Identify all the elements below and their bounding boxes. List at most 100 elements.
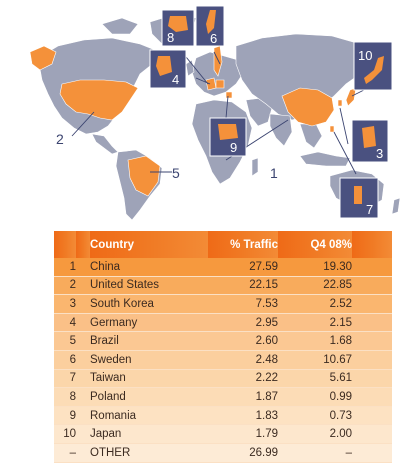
traffic-cell: 7.53 <box>208 294 278 314</box>
highlight-united-states <box>59 79 139 121</box>
highlight-romania <box>225 91 233 99</box>
table-row: 2 United States 22.15 22.85 <box>54 276 392 296</box>
gap-cell <box>76 406 90 426</box>
rank-cell: 7 <box>54 369 76 389</box>
end-cell <box>352 406 392 426</box>
header-traffic: % Traffic <box>208 231 278 258</box>
traffic-cell: 22.15 <box>208 276 278 296</box>
table-row: 8 Poland 1.87 0.99 <box>54 387 392 407</box>
country-cell: Sweden <box>90 350 208 370</box>
q4-cell: 10.67 <box>278 350 352 370</box>
country-cell: Romania <box>90 406 208 426</box>
land-india <box>269 113 293 147</box>
land-new-zealand <box>391 197 401 215</box>
land-madagascar <box>251 157 259 177</box>
country-cell: Poland <box>90 387 208 407</box>
end-cell <box>352 387 392 407</box>
highlight-brazil <box>127 155 161 197</box>
highlight-china <box>281 87 335 127</box>
highlight-taiwan <box>329 125 335 133</box>
rank-cell: 6 <box>54 350 76 370</box>
rank-cell: 4 <box>54 313 76 333</box>
q4-cell: 19.30 <box>278 258 352 277</box>
land-arctic-islands <box>101 17 139 35</box>
table-row: 1 China 27.59 19.30 <box>54 258 392 277</box>
inset-boxes: 8 6 4 9 10 3 7 <box>149 5 393 219</box>
world-map: 8 6 4 9 10 3 7 2 5 <box>0 0 414 226</box>
q4-cell: 0.99 <box>278 387 352 407</box>
rank-cell: 3 <box>54 294 76 314</box>
table-row: 9 Romania 1.83 0.73 <box>54 406 392 426</box>
rank-cell: 2 <box>54 276 76 296</box>
traffic-cell: 2.48 <box>208 350 278 370</box>
highlight-japan <box>345 87 357 107</box>
header-country: Country <box>90 231 208 258</box>
table-row: 6 Sweden 2.48 10.67 <box>54 350 392 370</box>
highlight-south-korea <box>337 99 343 107</box>
gap-cell <box>76 294 90 314</box>
country-cell: China <box>90 258 208 277</box>
header-end <box>352 231 392 258</box>
land-masses <box>37 13 401 221</box>
world-map-svg: 8 6 4 9 10 3 7 2 5 <box>29 5 401 221</box>
q4-cell: 2.15 <box>278 313 352 333</box>
end-cell <box>352 443 392 463</box>
table-row: 4 Germany 2.95 2.15 <box>54 313 392 333</box>
traffic-cell: 2.95 <box>208 313 278 333</box>
gap-cell <box>76 369 90 389</box>
highlight-alaska <box>29 45 57 71</box>
gap-cell <box>76 331 90 351</box>
end-cell <box>352 424 392 444</box>
inset-number-9: 9 <box>230 140 237 155</box>
country-cell: United States <box>90 276 208 296</box>
end-cell <box>352 313 392 333</box>
land-central-america <box>91 133 119 155</box>
header-q4: Q4 08% <box>278 231 352 258</box>
rank-cell: 10 <box>54 424 76 444</box>
rank-cell: 5 <box>54 331 76 351</box>
land-indonesia <box>299 151 351 167</box>
inset-number-10: 10 <box>358 48 372 63</box>
end-cell <box>352 331 392 351</box>
gap-cell <box>76 443 90 463</box>
q4-cell: 5.61 <box>278 369 352 389</box>
country-cell: Taiwan <box>90 369 208 389</box>
highlighted-countries <box>29 45 357 197</box>
end-cell <box>352 258 392 277</box>
table-row: – OTHER 26.99– <box>54 443 392 463</box>
traffic-cell: 27.59 <box>208 258 278 277</box>
table-header-row: Country % Traffic Q4 08% <box>54 231 392 258</box>
table-row: 10 Japan 1.79 2.00 <box>54 424 392 444</box>
q4-cell: 0.73 <box>278 406 352 426</box>
gap-cell <box>76 276 90 296</box>
header-rank <box>54 231 76 258</box>
inset-number-7: 7 <box>366 202 373 217</box>
callout-number-2: 2 <box>56 131 64 147</box>
traffic-cell: 1.87 <box>208 387 278 407</box>
land-se-asia <box>299 123 323 149</box>
inset-number-6: 6 <box>210 31 217 46</box>
end-cell <box>352 294 392 314</box>
country-cell: OTHER <box>90 443 208 463</box>
end-cell <box>352 369 392 389</box>
rank-cell: 8 <box>54 387 76 407</box>
end-cell <box>352 350 392 370</box>
traffic-cell: 2.60 <box>208 331 278 351</box>
q4-cell: – <box>278 443 352 463</box>
table-row: 7 Taiwan 2.22 5.61 <box>54 369 392 389</box>
q4-cell: 22.85 <box>278 276 352 296</box>
traffic-cell: 26.99 <box>208 443 278 463</box>
country-cell: Germany <box>90 313 208 333</box>
header-gap <box>76 231 90 258</box>
inset-number-3: 3 <box>376 146 383 161</box>
traffic-cell: 1.83 <box>208 406 278 426</box>
rank-cell: 9 <box>54 406 76 426</box>
table-row: 3 South Korea 7.53 2.52 <box>54 294 392 314</box>
land-asia <box>235 33 379 121</box>
table-body: 1 China 27.59 19.30 2 United States 22.15 22.85… <box>54 258 392 463</box>
traffic-cell: 1.79 <box>208 424 278 444</box>
country-cell: South Korea <box>90 294 208 314</box>
callout-number-1: 1 <box>270 165 278 181</box>
end-cell <box>352 276 392 296</box>
inset-number-4: 4 <box>172 72 179 87</box>
